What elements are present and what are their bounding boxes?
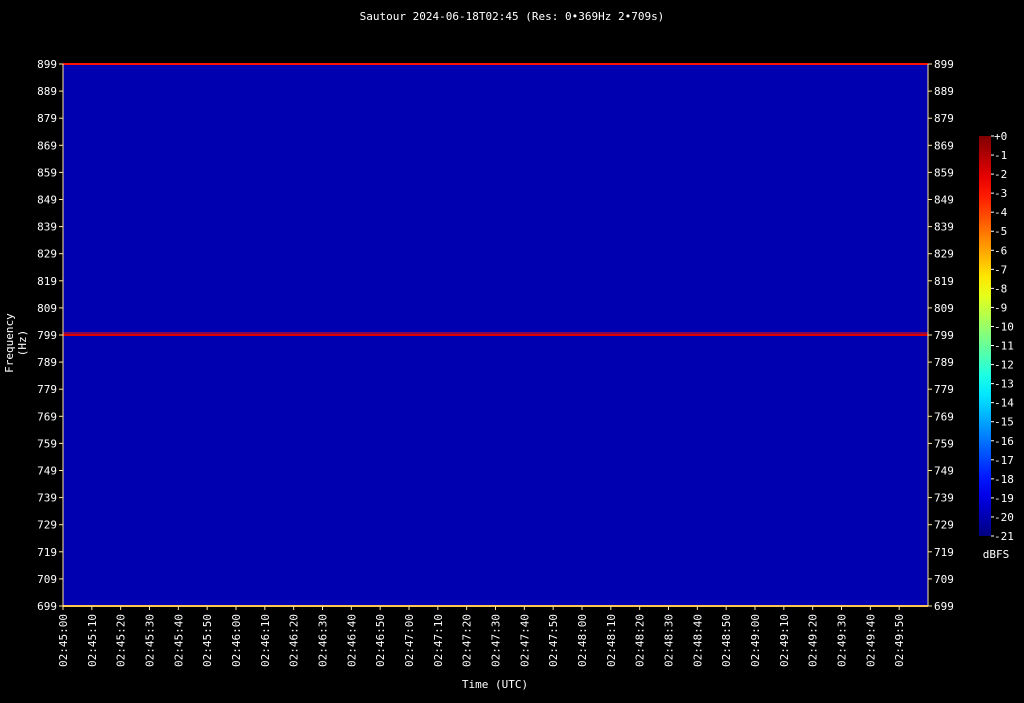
x-tick-label: 02:46:00 — [230, 614, 243, 667]
x-tick-label: 02:47:00 — [403, 614, 416, 667]
colorbar-tick-label: -15 — [994, 416, 1014, 429]
y-tick-label-right: 829 — [934, 248, 954, 261]
x-tick-label: 02:49:50 — [893, 614, 906, 667]
y-tick-label-left: 819 — [37, 275, 57, 288]
y-tick-label-left: 699 — [37, 600, 57, 613]
x-tick-label: 02:47:20 — [461, 614, 474, 667]
x-tick-label: 02:45:20 — [115, 614, 128, 667]
colorbar-tick-label: -18 — [994, 473, 1014, 486]
y-tick-label-right: 809 — [934, 302, 954, 315]
x-tick-label: 02:45:00 — [57, 614, 70, 667]
colorbar-tick-label: -12 — [994, 359, 1014, 372]
x-tick-label: 02:45:10 — [86, 614, 99, 667]
colorbar-tick-label: +0 — [994, 130, 1007, 143]
x-tick-label: 02:48:10 — [605, 614, 618, 667]
y-tick-label-right: 859 — [934, 166, 954, 179]
y-tick-label-right: 799 — [934, 329, 954, 342]
y-tick-label-right: 899 — [934, 58, 954, 71]
y-tick-label-right: 749 — [934, 465, 954, 478]
y-tick-label-right: 849 — [934, 194, 954, 207]
x-tick-label: 02:49:10 — [778, 614, 791, 667]
colorbar-tick-label: -5 — [994, 225, 1007, 238]
colorbar-tick-label: -3 — [994, 187, 1007, 200]
y-tick-label-left: 849 — [37, 194, 57, 207]
y-tick-label-right: 759 — [934, 437, 954, 450]
colorbar-label: dBFS — [982, 548, 1010, 561]
y-tick-label-right: 869 — [934, 139, 954, 152]
y-tick-label-left: 779 — [37, 383, 57, 396]
y-tick-label-left: 829 — [37, 248, 57, 261]
x-tick-label: 02:49:20 — [807, 614, 820, 667]
colorbar-tick-label: -19 — [994, 492, 1014, 505]
colorbar-tick-label: -13 — [994, 378, 1014, 391]
colorbar-tick-label: -17 — [994, 454, 1014, 467]
y-tick-label-right: 719 — [934, 546, 954, 559]
y-tick-label-left: 889 — [37, 85, 57, 98]
y-tick-label-left: 839 — [37, 221, 57, 234]
y-tick-label-right: 699 — [934, 600, 954, 613]
y-tick-label-right: 879 — [934, 112, 954, 125]
y-tick-label-right: 789 — [934, 356, 954, 369]
y-tick-label-right: 729 — [934, 519, 954, 532]
y-tick-label-left: 869 — [37, 139, 57, 152]
y-tick-label-left: 809 — [37, 302, 57, 315]
y-tick-label-right: 889 — [934, 85, 954, 98]
x-tick-label: 02:46:20 — [288, 614, 301, 667]
x-tick-label: 02:45:50 — [201, 614, 214, 667]
colorbar-tick-label: -8 — [994, 282, 1007, 295]
x-tick-label: 02:46:10 — [259, 614, 272, 667]
colorbar-tick-label: -21 — [994, 530, 1014, 543]
x-tick-label: 02:47:30 — [490, 614, 503, 667]
y-tick-label-right: 839 — [934, 221, 954, 234]
y-tick-label-left: 879 — [37, 112, 57, 125]
x-tick-label: 02:46:40 — [345, 614, 358, 667]
colorbar — [979, 136, 991, 536]
colorbar-tick-label: -10 — [994, 320, 1014, 333]
colorbar-tick-label: -1 — [994, 149, 1007, 162]
colorbar-tick-label: -11 — [994, 340, 1014, 353]
chart-title: Sautour 2024-06-18T02:45 (Res: 0•369Hz 2… — [359, 10, 665, 23]
y-tick-label-right: 709 — [934, 573, 954, 586]
x-tick-label: 02:48:40 — [691, 614, 704, 667]
y-tick-label-right: 739 — [934, 492, 954, 505]
x-tick-label: 02:46:50 — [374, 614, 387, 667]
y-tick-label-left: 719 — [37, 546, 57, 559]
x-axis-label: Time (UTC) — [461, 678, 529, 691]
x-tick-label: 02:48:20 — [634, 614, 647, 667]
y-tick-label-left: 899 — [37, 58, 57, 71]
x-tick-label: 02:48:30 — [663, 614, 676, 667]
colorbar-tick-label: -7 — [994, 263, 1007, 276]
y-tick-label-left: 769 — [37, 410, 57, 423]
y-tick-label-right: 779 — [934, 383, 954, 396]
y-tick-label-left: 799 — [37, 329, 57, 342]
y-tick-label-left: 789 — [37, 356, 57, 369]
y-tick-label-left: 759 — [37, 437, 57, 450]
x-tick-label: 02:47:10 — [432, 614, 445, 667]
colorbar-tick-label: -14 — [994, 397, 1014, 410]
x-tick-label: 02:48:50 — [720, 614, 733, 667]
x-tick-label: 02:48:00 — [576, 614, 589, 667]
x-tick-label: 02:45:30 — [144, 614, 157, 667]
x-tick-label: 02:46:30 — [317, 614, 330, 667]
colorbar-tick-label: -16 — [994, 435, 1014, 448]
colorbar-tick-label: -4 — [994, 206, 1008, 219]
x-tick-label: 02:49:30 — [836, 614, 849, 667]
x-tick-label: 02:47:40 — [518, 614, 531, 667]
x-tick-label: 02:49:00 — [749, 614, 762, 667]
x-tick-label: 02:47:50 — [547, 614, 560, 667]
colorbar-tick-label: -20 — [994, 511, 1014, 524]
x-tick-label: 02:45:40 — [172, 614, 185, 667]
colorbar-tick-label: -2 — [994, 168, 1007, 181]
colorbar-tick-label: -6 — [994, 244, 1007, 257]
y-tick-label-left: 739 — [37, 492, 57, 505]
y-tick-label-left: 729 — [37, 519, 57, 532]
y-tick-label-left: 749 — [37, 465, 57, 478]
colorbar-tick-label: -9 — [994, 301, 1007, 314]
x-tick-label: 02:49:40 — [864, 614, 877, 667]
y-tick-label-right: 769 — [934, 410, 954, 423]
y-tick-label-right: 819 — [934, 275, 954, 288]
y-tick-label-left: 709 — [37, 573, 57, 586]
y-tick-label-left: 859 — [37, 166, 57, 179]
